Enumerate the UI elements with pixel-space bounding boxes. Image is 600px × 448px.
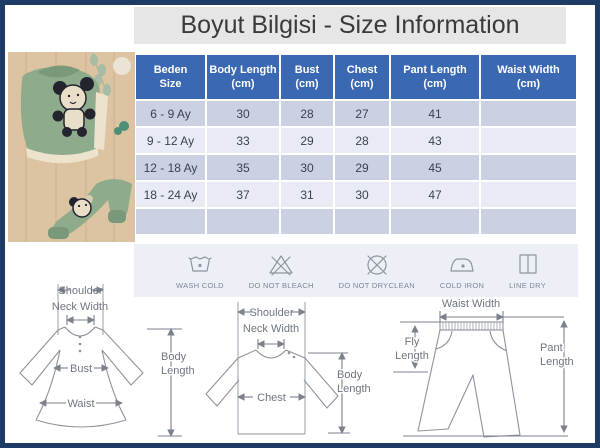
dress-body-length-label: Length: [161, 365, 195, 377]
cold-iron-icon: [450, 258, 474, 272]
table-cell-pant-length: [391, 209, 479, 234]
column-header-body-length: Body Length (cm): [207, 55, 279, 99]
table-cell-size: 9 - 12 Ay: [136, 128, 205, 153]
table-cell-pant-length: 45: [391, 155, 479, 180]
wash-cold-icon: [188, 256, 212, 272]
top-chest-label: Chest: [257, 392, 286, 404]
product-photo: [8, 52, 135, 242]
table-cell-body-length: 30: [207, 101, 279, 126]
care-item-line-dry: LINE DRY: [509, 250, 546, 297]
top-neck-width-label: Neck Width: [243, 323, 299, 335]
table-cell-body-length: 33: [207, 128, 279, 153]
care-instructions: WASH COLD DO NOT BLEACH DO NOT DRYCLEAN …: [134, 244, 578, 297]
dress-shoulder-label: Shoulder: [58, 285, 102, 297]
do-not-bleach-icon: [269, 255, 293, 276]
size-table: Beden Size Body Length (cm) Bust (cm) Chest…: [136, 55, 576, 234]
table-cell-size: 12 - 18 Ay: [136, 155, 205, 180]
table-cell-bust: 29: [281, 128, 333, 153]
line-dry-icon: [518, 254, 537, 274]
care-label: DO NOT DRYCLEAN: [338, 281, 415, 290]
table-cell-size: [136, 209, 205, 234]
table-cell-bust: 28: [281, 101, 333, 126]
pants-pant-length-label: Length: [540, 356, 574, 368]
table-cell-size: 6 - 9 Ay: [136, 101, 205, 126]
pants-pant-length-label: Pant: [540, 342, 563, 354]
table-cell-bust: 30: [281, 155, 333, 180]
table-cell-chest: 28: [335, 128, 389, 153]
care-label: DO NOT BLEACH: [248, 281, 314, 290]
pants-waist-width-label: Waist Width: [442, 298, 500, 310]
table-cell-body-length: 37: [207, 182, 279, 207]
table-cell-body-length: [207, 209, 279, 234]
dress-bust-label: Bust: [70, 363, 92, 375]
page-title: Boyut Bilgisi - Size Information: [134, 7, 566, 44]
column-header-bust: Bust (cm): [281, 55, 333, 99]
table-cell-waist-width: [481, 128, 576, 153]
do-not-dryclean-icon: [367, 255, 387, 275]
table-cell-body-length: 35: [207, 155, 279, 180]
table-cell-waist-width: [481, 209, 576, 234]
yarn-knot-decor: [114, 121, 129, 135]
table-cell-waist-width: [481, 101, 576, 126]
pants-illustration: [48, 179, 132, 239]
table-cell-waist-width: [481, 155, 576, 180]
pants-measurement-diagram: Waist Width Fly Length Pant Length: [393, 298, 575, 438]
table-cell-size: 18 - 24 Ay: [136, 182, 205, 207]
product-photo-illustration: [8, 52, 135, 242]
care-label: WASH COLD: [176, 281, 224, 290]
care-item-cold-iron: COLD IRON: [440, 250, 484, 297]
top-body-length-label: Body: [337, 369, 363, 381]
column-header-size: Beden Size: [136, 55, 205, 99]
column-header-pant-length: Pant Length (cm): [391, 55, 479, 99]
table-cell-chest: [335, 209, 389, 234]
top-measurement-diagram: Shoulder Neck Width Chest Body Length: [205, 302, 372, 435]
table-cell-waist-width: [481, 182, 576, 207]
pants-fly-length-label: Fly: [405, 336, 420, 348]
table-cell-bust: [281, 209, 333, 234]
table-cell-chest: 27: [335, 101, 389, 126]
care-label: LINE DRY: [509, 281, 546, 290]
dress-neck-width-label: Neck Width: [52, 301, 108, 313]
table-cell-bust: 31: [281, 182, 333, 207]
top-shoulder-label: Shoulder: [249, 307, 293, 319]
pants-fly-length-label: Length: [395, 350, 429, 362]
column-header-waist-width: Waist Width (cm): [481, 55, 576, 99]
top-body-length-label: Length: [337, 383, 371, 395]
care-item-wash-cold: WASH COLD: [176, 250, 224, 297]
table-cell-chest: 30: [335, 182, 389, 207]
dress-waist-label: Waist: [67, 398, 94, 410]
table-cell-chest: 29: [335, 155, 389, 180]
care-item-do-not-bleach: DO NOT BLEACH: [249, 250, 314, 297]
table-cell-pant-length: 41: [391, 101, 479, 126]
table-cell-pant-length: 47: [391, 182, 479, 207]
care-item-do-not-dryclean: DO NOT DRYCLEAN: [339, 250, 415, 297]
dress-measurement-diagram: Shoulder Neck Width Bust Waist Body Leng…: [19, 284, 195, 437]
column-header-chest: Chest (cm): [335, 55, 389, 99]
dress-body-length-label: Body: [161, 351, 187, 363]
sweatshirt-illustration: [20, 65, 108, 164]
table-cell-pant-length: 43: [391, 128, 479, 153]
care-label: COLD IRON: [439, 281, 485, 290]
pom-ball-decor: [113, 57, 131, 75]
